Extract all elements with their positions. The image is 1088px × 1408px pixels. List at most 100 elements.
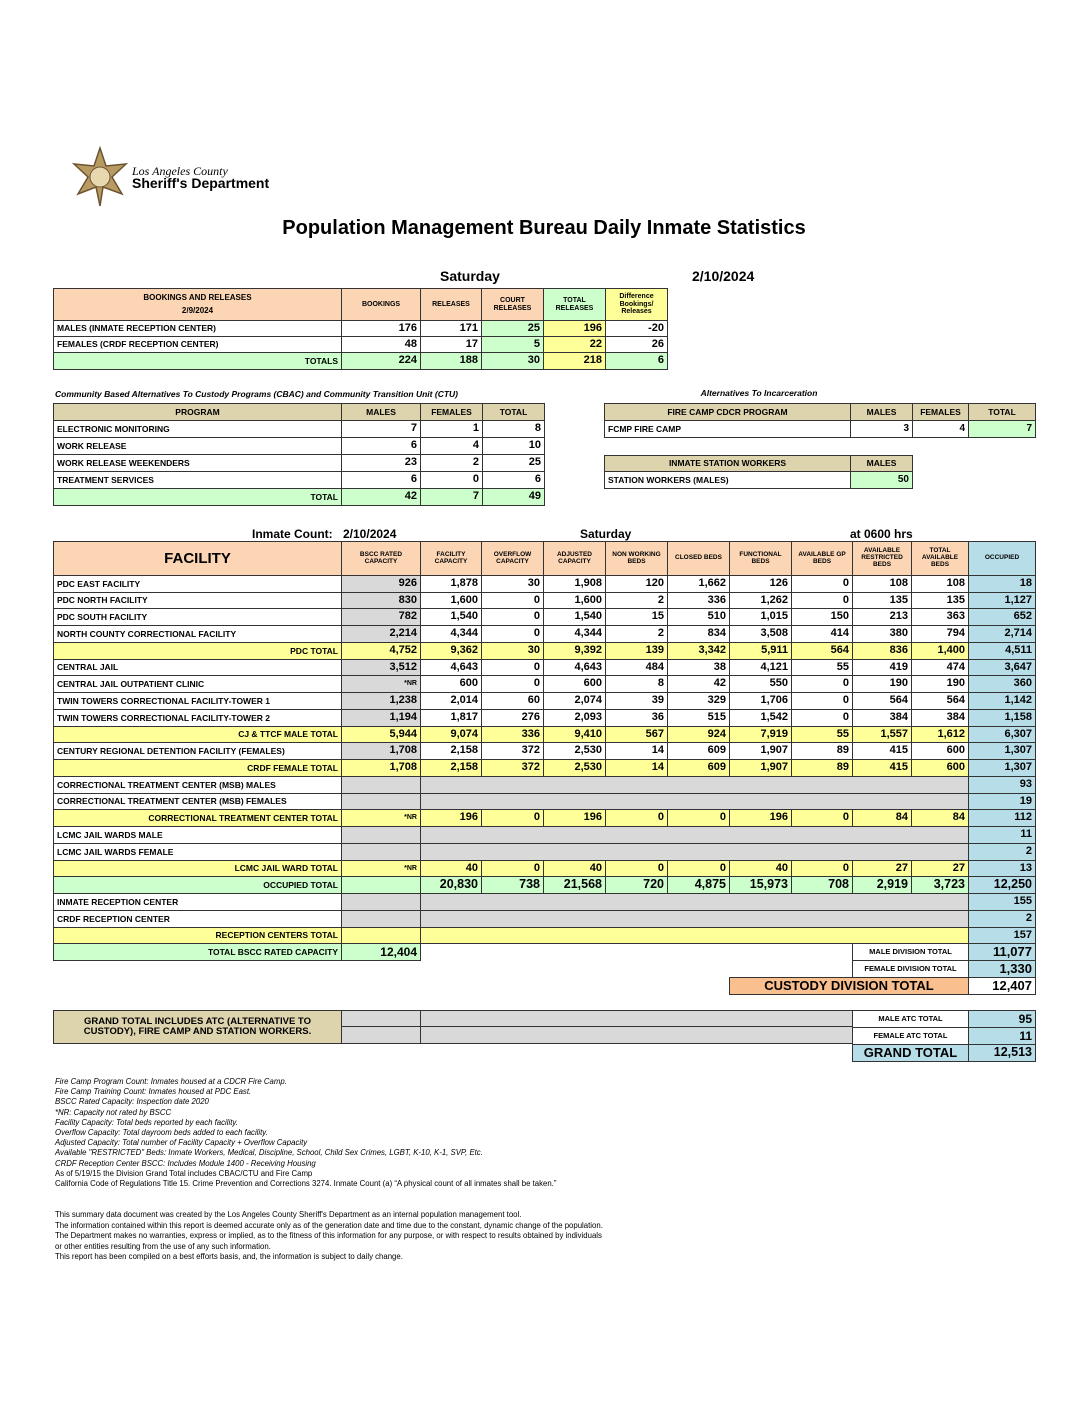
inmate-count-label: Inmate Count: — [252, 527, 333, 541]
value-cell: 600 — [911, 759, 969, 777]
value-cell: 23 — [341, 454, 421, 472]
occupied-cell: 18 — [968, 575, 1036, 593]
row-label: CJ & TTCF MALE TOTAL — [53, 726, 342, 743]
row-label: RECEPTION CENTERS TOTAL — [53, 927, 342, 944]
value-cell: 42 — [667, 675, 730, 693]
value-cell: 196 — [420, 809, 482, 827]
row-label: CRDF FEMALE TOTAL — [53, 759, 342, 777]
value-cell: 224 — [341, 352, 421, 370]
disclaimer-line: This summary data document was created b… — [55, 1210, 522, 1219]
value-cell: 926 — [341, 575, 421, 593]
value-cell: 2,919 — [852, 876, 912, 894]
value-cell: 7 — [420, 488, 483, 506]
value-cell: 8 — [605, 675, 668, 693]
value-cell: 196 — [729, 809, 792, 827]
value-cell: 708 — [791, 876, 853, 894]
empty-block — [420, 793, 969, 810]
row-label: PDC SOUTH FACILITY — [53, 608, 342, 626]
value-cell: 135 — [852, 592, 912, 609]
value-cell: 600 — [420, 675, 482, 693]
footnote: Overflow Capacity: Total dayroom beds ad… — [55, 1128, 268, 1137]
report-day: Saturday — [440, 268, 500, 284]
division-label: FEMALE DIVISION TOTAL — [852, 960, 969, 978]
agency-line1: Los Angeles County — [132, 164, 228, 178]
empty-cell — [341, 910, 421, 928]
value-cell: 2 — [420, 454, 483, 472]
footnote: Fire Camp Training Count: Inmates housed… — [55, 1087, 252, 1097]
row-label: TWIN TOWERS CORRECTIONAL FACILITY-TOWER … — [53, 709, 342, 727]
column-header: OVERFLOW CAPACITY — [481, 541, 544, 576]
value-cell: 9,074 — [420, 726, 482, 743]
value-cell: 6 — [605, 352, 668, 370]
occupied-cell: 4,511 — [968, 642, 1036, 660]
occupied-cell: 360 — [968, 675, 1036, 693]
value-cell: 564 — [911, 692, 969, 710]
value-cell: 380 — [852, 625, 912, 643]
column-header: TOTAL — [968, 403, 1036, 421]
column-header: OCCUPIED — [968, 541, 1036, 576]
value-cell: 564 — [791, 642, 853, 660]
value-cell: 26 — [605, 336, 668, 353]
column-header: TOTAL AVAILABLE BEDS — [911, 541, 969, 576]
value-cell: 1,238 — [341, 692, 421, 710]
value-cell: 190 — [852, 675, 912, 693]
badge-logo — [71, 146, 129, 207]
value-cell: 1,542 — [729, 709, 792, 727]
alternatives-caption: Alternatives To Incarceration — [700, 388, 818, 398]
value-cell: 1,612 — [911, 726, 969, 743]
value-cell: 830 — [341, 592, 421, 609]
value-cell: 9,362 — [420, 642, 482, 660]
empty-block — [420, 910, 969, 928]
footnote: California Code of Regulations Title 15.… — [55, 1179, 557, 1188]
value-cell: 9,392 — [543, 642, 606, 660]
value-cell: 1 — [420, 420, 483, 438]
column-header: CLOSED BEDS — [667, 541, 730, 576]
value-cell: *NR — [341, 809, 421, 827]
inmate-count-day: Saturday — [580, 527, 632, 541]
value-cell: 55 — [791, 726, 853, 743]
empty-cell — [341, 1026, 421, 1044]
value-cell: 5,944 — [341, 726, 421, 743]
footnote: As of 5/19/15 the Division Grand Total i… — [55, 1168, 313, 1178]
value-cell: 15,973 — [729, 876, 792, 894]
value-cell: 329 — [667, 692, 730, 710]
occupied-cell: 1,307 — [968, 742, 1036, 760]
disclaimer-line: The information contained within this re… — [55, 1220, 603, 1230]
value-cell: 38 — [667, 659, 730, 676]
value-cell: 836 — [852, 642, 912, 660]
disclaimer-line: The Department makes no warranties, expr… — [55, 1231, 602, 1240]
row-label: PDC NORTH FACILITY — [53, 592, 342, 609]
value-cell: 4,344 — [543, 625, 606, 643]
value-cell: 4 — [420, 437, 483, 455]
value-cell: 474 — [911, 659, 969, 676]
value-cell: 4,344 — [420, 625, 482, 643]
value-cell: 40 — [543, 860, 606, 877]
value-cell: 171 — [420, 320, 482, 337]
value-cell: 600 — [543, 675, 606, 693]
grand-total-value: 11 — [968, 1027, 1036, 1045]
column-header: FEMALES — [420, 403, 483, 421]
value-cell: 834 — [667, 625, 730, 643]
column-header: RELEASES — [420, 288, 482, 321]
value-cell: 415 — [852, 742, 912, 760]
value-cell: 49 — [482, 488, 545, 506]
value-cell: 1,600 — [420, 592, 482, 609]
occupied-cell: 1,158 — [968, 709, 1036, 727]
value-cell: 21,568 — [543, 876, 606, 894]
value-cell: 0 — [481, 809, 544, 827]
value-cell: 0 — [791, 809, 853, 827]
occupied-cell: 93 — [968, 776, 1036, 794]
value-cell: 188 — [420, 352, 482, 370]
value-cell: 190 — [911, 675, 969, 693]
row-label: CRDF RECEPTION CENTER — [53, 910, 342, 928]
value-cell: 0 — [420, 471, 483, 489]
value-cell: 7 — [341, 420, 421, 438]
value-cell: 5 — [481, 336, 544, 353]
value-cell: 1,908 — [543, 575, 606, 593]
occupied-cell: 1,307 — [968, 759, 1036, 777]
value-cell: 10 — [482, 437, 545, 455]
empty-cell — [420, 1026, 853, 1044]
value-cell: 139 — [605, 642, 668, 660]
footnote: CRDF Reception Center BSCC: Includes Mod… — [55, 1158, 316, 1168]
value-cell: 2 — [605, 592, 668, 609]
